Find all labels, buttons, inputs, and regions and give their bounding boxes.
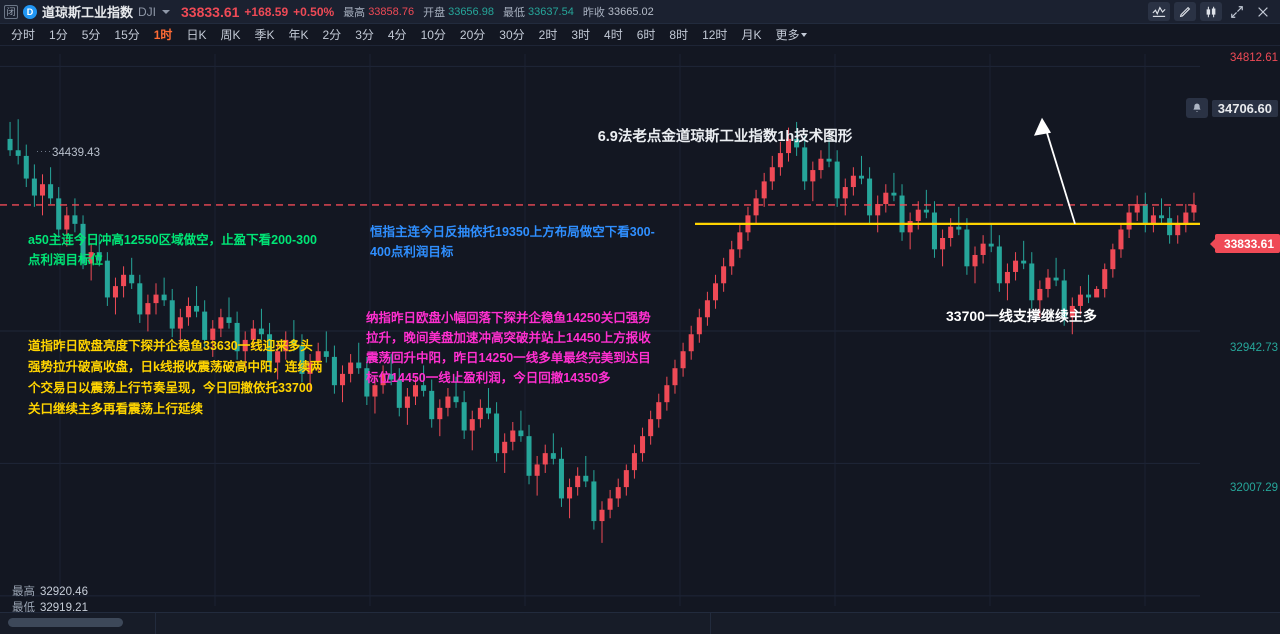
timeframe-月K[interactable]: 月K bbox=[734, 25, 768, 45]
stat-open: 开盘 33656.98 bbox=[423, 4, 494, 20]
timeframe-4时[interactable]: 4时 bbox=[597, 25, 630, 45]
timeframe-label: 8时 bbox=[669, 27, 689, 42]
legend-value: 32920.46 bbox=[40, 586, 88, 598]
symbol-header: 闭 D 道琼斯工业指数 DJI 33833.61 +168.59 +0.50% … bbox=[0, 0, 1280, 24]
timeframe-3分[interactable]: 3分 bbox=[348, 25, 381, 45]
symbol-info: 闭 D 道琼斯工业指数 DJI 33833.61 +168.59 +0.50% … bbox=[4, 2, 1148, 21]
candlestick-icon[interactable] bbox=[1200, 2, 1222, 21]
stat-high-label: 最高 bbox=[343, 6, 366, 19]
close-icon[interactable] bbox=[1252, 2, 1274, 21]
timeframe-label: 12时 bbox=[702, 27, 728, 42]
timeframe-季K[interactable]: 季K bbox=[247, 25, 281, 45]
stat-low-value: 33637.54 bbox=[527, 5, 574, 18]
timeframe-15分[interactable]: 15分 bbox=[107, 25, 146, 45]
timeframe-label: 月K bbox=[741, 27, 762, 42]
stat-open-value: 33656.98 bbox=[448, 5, 494, 18]
legend-label: 最高 bbox=[12, 586, 35, 598]
timeframe-2时[interactable]: 2时 bbox=[532, 25, 565, 45]
timeframe-4分[interactable]: 4分 bbox=[381, 25, 414, 45]
stat-prev-close-label: 昨收 bbox=[582, 6, 605, 19]
indicator-icon[interactable] bbox=[1148, 2, 1170, 21]
timeframe-label: 15分 bbox=[114, 27, 140, 42]
stat-low-label: 最低 bbox=[502, 6, 525, 19]
last-price: 33833.61 bbox=[181, 3, 240, 20]
candlestick-plot bbox=[0, 54, 1200, 606]
timeframe-12时[interactable]: 12时 bbox=[695, 25, 734, 45]
legend-row: 最高 32920.46 bbox=[12, 584, 103, 600]
timeframe-8时[interactable]: 8时 bbox=[662, 25, 695, 45]
timeframe-label: 更多 bbox=[775, 27, 800, 42]
stat-prev-close: 昨收 33665.02 bbox=[583, 4, 654, 20]
timeframe-5分[interactable]: 5分 bbox=[75, 25, 108, 45]
timeframe-label: 1分 bbox=[49, 27, 68, 42]
chart-canvas[interactable]: 6.9法老点金道琼斯工业指数1h技术图形 a50主连今日冲高12550区域做空，… bbox=[0, 46, 1280, 612]
timeframe-label: 30分 bbox=[499, 27, 525, 42]
scrollbar-divider bbox=[155, 613, 156, 634]
timeframe-更多[interactable]: 更多 bbox=[768, 25, 814, 45]
symbol-code: DJI bbox=[138, 4, 157, 19]
timeframe-日K[interactable]: 日K bbox=[179, 25, 213, 45]
timeframe-label: 5分 bbox=[81, 27, 101, 42]
legend-value: 32919.21 bbox=[40, 602, 88, 612]
time-scrollbar[interactable] bbox=[0, 612, 1280, 634]
draw-icon[interactable] bbox=[1174, 2, 1196, 21]
timeframe-30分[interactable]: 30分 bbox=[492, 25, 531, 45]
timeframe-label: 2时 bbox=[538, 27, 558, 42]
scrollbar-divider bbox=[710, 613, 711, 634]
timeframe-label: 3分 bbox=[355, 27, 374, 42]
stat-high-value: 33858.76 bbox=[368, 5, 415, 18]
timeframe-label: 年K bbox=[288, 27, 309, 42]
timeframe-label: 2分 bbox=[322, 27, 342, 42]
timeframe-label: 20分 bbox=[459, 27, 486, 42]
timeframe-2分[interactable]: 2分 bbox=[316, 25, 349, 45]
stat-high: 最高 33858.76 bbox=[343, 4, 414, 20]
timeframe-6时[interactable]: 6时 bbox=[630, 25, 663, 45]
header-toolbar bbox=[1148, 2, 1276, 21]
price-change-percent: +0.50% bbox=[293, 4, 335, 19]
timeframe-label: 4分 bbox=[387, 27, 407, 42]
timeframe-label: 3时 bbox=[571, 27, 591, 42]
timeframe-label: 10分 bbox=[420, 27, 446, 42]
timeframe-label: 周K bbox=[220, 27, 241, 42]
timeframe-label: 分时 bbox=[11, 27, 36, 42]
timeframe-3时[interactable]: 3时 bbox=[564, 25, 597, 45]
timeframe-年K[interactable]: 年K bbox=[281, 25, 315, 45]
timeframe-label: 6时 bbox=[636, 27, 656, 42]
chevron-down-icon bbox=[801, 32, 808, 37]
timeframe-label: 1时 bbox=[153, 27, 173, 42]
market-status-badge: 闭 bbox=[4, 4, 18, 19]
timeframe-bar: 分时 1分 5分 15分 1时 日K 周K 季K 年K 2分 3分 4分 10分 20分 30分 2时 3时 4时… bbox=[0, 24, 1280, 46]
symbol-name: 道琼斯工业指数 bbox=[42, 5, 134, 20]
price-change: +168.59 bbox=[244, 4, 289, 19]
stat-open-label: 开盘 bbox=[423, 6, 446, 19]
stat-prev-close-value: 33665.02 bbox=[607, 5, 654, 18]
symbol-logo-icon: D bbox=[23, 4, 37, 19]
legend-row: 最低 32919.21 bbox=[12, 600, 103, 612]
timeframe-label: 季K bbox=[254, 27, 275, 42]
timeframe-1时[interactable]: 1时 bbox=[147, 25, 180, 45]
timeframe-label: 日K bbox=[186, 27, 207, 42]
fullscreen-icon[interactable] bbox=[1226, 2, 1248, 21]
stat-low: 最低 33637.54 bbox=[503, 4, 574, 20]
timeframe-分时[interactable]: 分时 bbox=[4, 25, 42, 45]
chevron-down-icon[interactable] bbox=[162, 9, 171, 14]
timeframe-1分[interactable]: 1分 bbox=[42, 25, 75, 45]
timeframe-10分[interactable]: 10分 bbox=[414, 25, 453, 45]
timeframe-周K[interactable]: 周K bbox=[213, 25, 247, 45]
legend-label: 最低 bbox=[12, 602, 35, 612]
scrollbar-thumb[interactable] bbox=[8, 618, 123, 627]
timeframe-20分[interactable]: 20分 bbox=[453, 25, 492, 45]
timeframe-label: 4时 bbox=[604, 27, 623, 42]
